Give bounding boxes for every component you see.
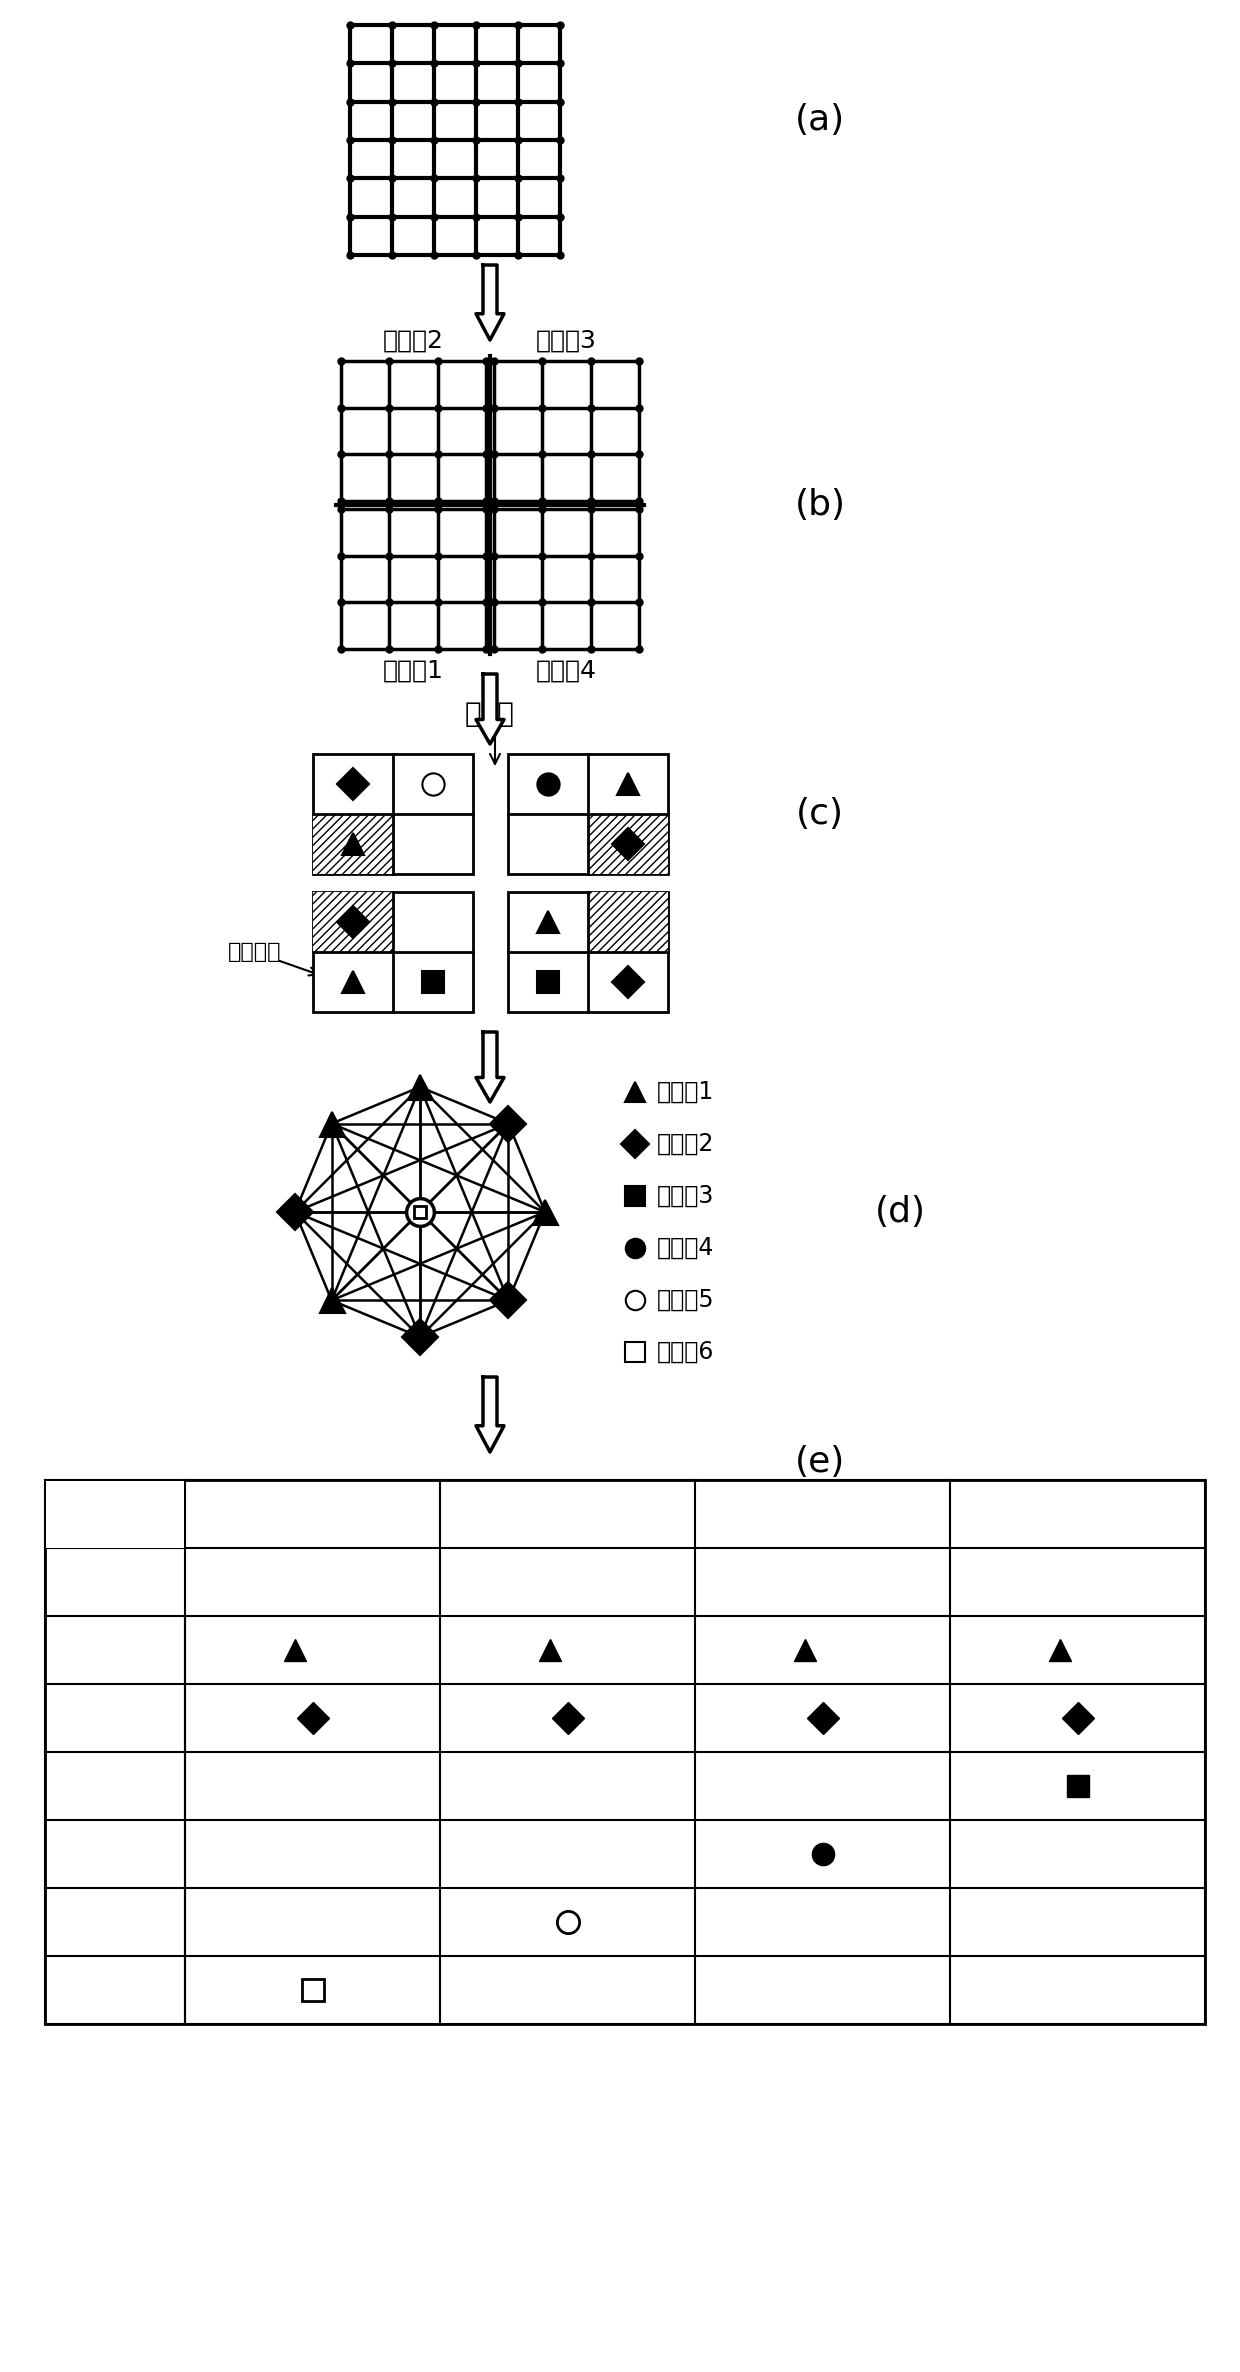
Text: 处理器: 处理器 [667,1499,723,1528]
Text: (a): (a) [795,102,846,138]
Bar [414,1205,427,1217]
Text: 1: 1 [559,1976,577,2004]
Text: (1): (1) [832,1639,864,1660]
Text: 1: 1 [1069,1907,1086,1936]
Text: 1: 1 [813,1976,831,2004]
Text: 并行组2: 并行组2 [657,1131,714,1155]
Polygon shape [476,674,503,745]
Bar [46,1480,184,1549]
Text: 1: 1 [304,1841,321,1869]
Bar [507,754,667,873]
Text: (d): (d) [874,1195,925,1229]
Text: 边界组: 边界组 [465,700,515,728]
Text: 处理器2: 处理器2 [383,330,444,353]
Text: 5: 5 [107,1907,124,1936]
Text: 处理器4: 处理器4 [536,659,596,683]
Text: 1: 1 [304,1568,321,1596]
Text: (b): (b) [795,489,846,522]
Text: 1: 1 [559,1841,577,1869]
Bar [507,892,667,1013]
Text: 1: 1 [1069,1976,1086,2004]
Text: 并行组4: 并行组4 [657,1236,714,1260]
Bar [588,892,667,951]
Text: 内部单元: 内部单元 [228,942,281,963]
Text: 1: 1 [813,1772,831,1800]
Bar [45,1480,1205,2023]
Text: 并行组1: 并行组1 [657,1079,714,1103]
Text: 1: 1 [107,1637,124,1665]
Text: 并行组6: 并行组6 [657,1340,714,1364]
Polygon shape [476,1032,503,1103]
Text: 2: 2 [559,1568,577,1596]
Bar [312,754,472,873]
Text: (1): (1) [322,1639,353,1660]
Text: 1: 1 [813,1907,831,1936]
Polygon shape [476,266,503,339]
Text: (e): (e) [795,1445,846,1480]
Text: 3: 3 [813,1568,831,1596]
Text: 并行组3: 并行组3 [657,1184,714,1207]
Text: 并行组5: 并行组5 [657,1288,714,1312]
Text: 1: 1 [304,1772,321,1800]
Text: 处理器3: 处理器3 [536,330,596,353]
Text: (1): (1) [1087,1639,1118,1660]
Bar [312,892,393,951]
Polygon shape [476,1378,503,1452]
Bar [312,892,472,1013]
Bar [588,814,667,873]
Text: 1: 1 [1069,1841,1086,1869]
Bar [312,814,393,873]
Text: (1): (1) [578,1639,609,1660]
Text: 并行组: 并行组 [91,1535,140,1563]
Text: 3: 3 [107,1772,124,1800]
Text: 1: 1 [559,1772,577,1800]
Text: 4: 4 [107,1841,124,1869]
Text: 2: 2 [107,1703,124,1732]
Text: 6: 6 [107,1976,124,2004]
Text: 4: 4 [1069,1568,1086,1596]
Text: (c): (c) [796,797,844,830]
Text: 1: 1 [304,1907,321,1936]
Text: 处理器1: 处理器1 [383,659,444,683]
